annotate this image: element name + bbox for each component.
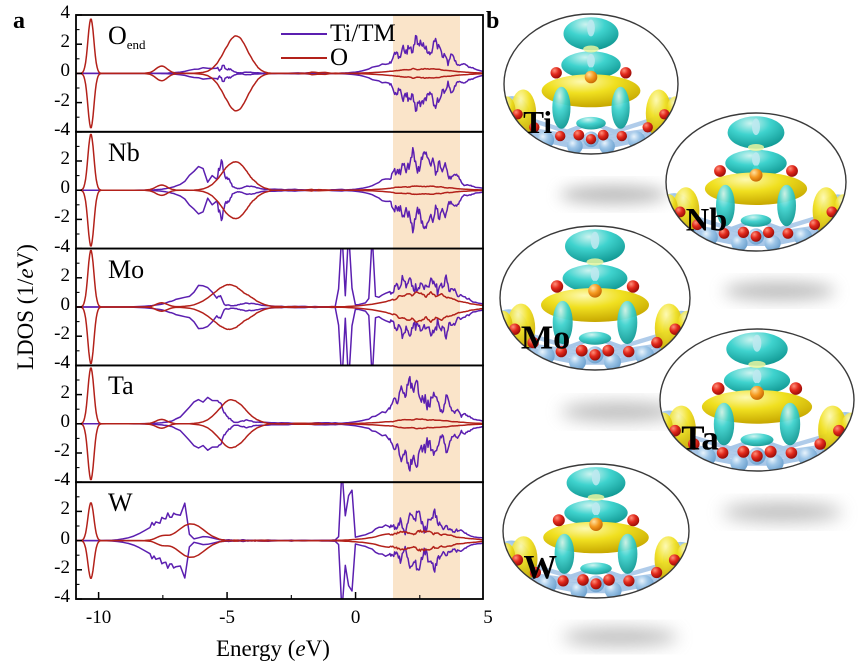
svg-text:W: W	[524, 549, 558, 586]
svg-text:Nb: Nb	[686, 202, 727, 238]
svg-text:Ti: Ti	[523, 105, 552, 140]
svg-text:Mo: Mo	[521, 319, 570, 356]
svg-text:Ta: Ta	[681, 419, 719, 458]
